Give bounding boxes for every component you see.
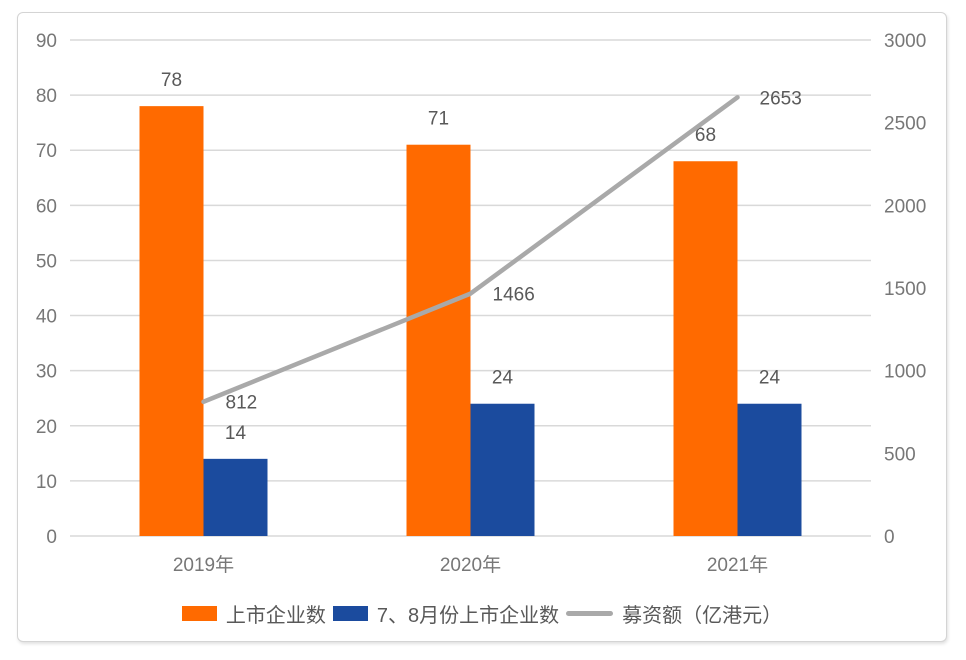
legend-swatch-bar-icon: [332, 605, 368, 621]
left-axis-tick-label: 10: [36, 472, 57, 493]
chart-card: 0 10 20 30 40 50 60 70 80 90 0 500 1000 1500 2000 2500 3…: [17, 12, 947, 642]
right-axis-tick-label: 0: [884, 527, 895, 548]
left-axis-tick-label: 80: [36, 86, 57, 107]
x-axis-category-label: 2020年: [440, 554, 501, 576]
right-axis-tick-label: 2000: [884, 196, 926, 217]
left-axis-tick-label: 90: [36, 31, 57, 52]
x-axis-category-label: 2021年: [707, 554, 768, 576]
bar-data-label: 24: [759, 368, 781, 389]
bar-series0-cat1: [406, 144, 471, 536]
legend-swatch-bar-icon: [181, 605, 217, 621]
bar-series0-cat2: [673, 161, 738, 536]
left-axis-tick-label: 20: [36, 417, 57, 438]
bar-series1-cat0: [203, 458, 268, 536]
left-axis-tick-label: 70: [36, 141, 57, 162]
line-data-label: 2653: [760, 88, 802, 109]
right-axis-tick-label: 3000: [884, 31, 926, 52]
line-series: [201, 95, 740, 404]
left-axis-tick-label: 50: [36, 251, 57, 272]
left-axis-tick-label: 30: [36, 362, 57, 383]
right-axis-tick-label: 500: [884, 444, 916, 465]
legend-item-1: 7、8月份上市企业数: [332, 599, 560, 628]
bar-data-label: 71: [428, 109, 449, 130]
bar-series1-cat2: [737, 403, 802, 536]
legend-swatch-line-icon: [566, 610, 614, 616]
x-axis-category-label: 2019年: [173, 554, 234, 576]
legend-label: 募资额（亿港元）: [622, 604, 783, 627]
bar-data-label: 24: [492, 368, 514, 389]
legend-label: 上市企业数: [225, 604, 326, 627]
right-axis-tick-label: 1500: [884, 279, 926, 300]
bar-series1-cat1: [470, 403, 535, 536]
legend-label: 7、8月份上市企业数: [376, 604, 560, 627]
bar-data-label: 68: [695, 125, 716, 146]
right-axis-tick-label: 2500: [884, 114, 926, 135]
line-data-label: 812: [226, 393, 258, 414]
legend-item-2: 募资额（亿港元）: [566, 599, 782, 628]
chart-legend: 上市企业数 7、8月份上市企业数 募资额（亿港元）: [18, 597, 946, 629]
left-axis-tick-label: 60: [36, 196, 57, 217]
chart-canvas: 0 10 20 30 40 50 60 70 80 90 0 500 1000 1500 2000 2500 3…: [36, 31, 926, 576]
bar-data-label: 14: [225, 423, 247, 444]
line-data-label: 1466: [493, 285, 535, 306]
legend-item-0: 上市企业数: [181, 599, 326, 628]
right-axis-tick-label: 1000: [884, 362, 926, 383]
bar-series0-cat0: [139, 106, 204, 536]
left-axis-tick-label: 40: [36, 307, 57, 328]
bar-data-label: 78: [161, 70, 182, 91]
left-axis-tick-label: 0: [46, 527, 57, 548]
